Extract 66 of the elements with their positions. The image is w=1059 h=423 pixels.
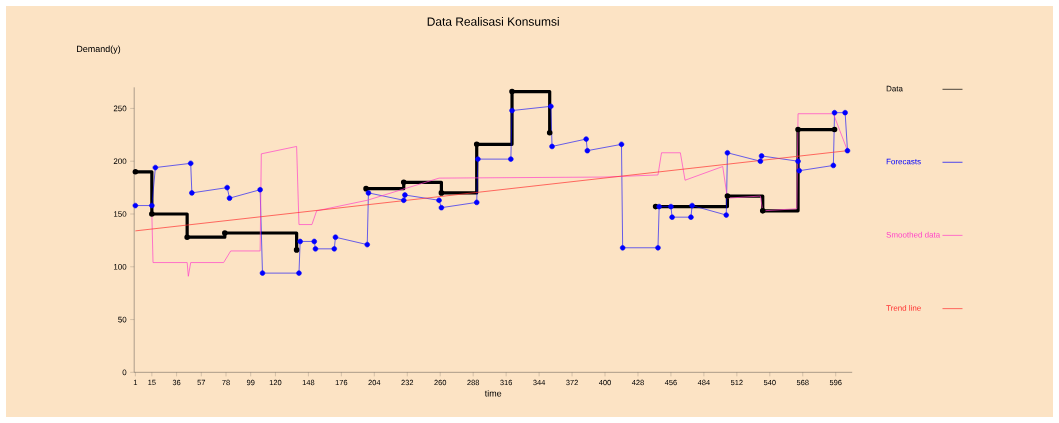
x-axis-title: time xyxy=(484,389,502,397)
point xyxy=(474,199,480,206)
point xyxy=(296,270,302,276)
point xyxy=(618,141,625,148)
point xyxy=(796,168,802,174)
point xyxy=(224,184,230,191)
point xyxy=(438,190,445,196)
point xyxy=(508,156,514,162)
point xyxy=(724,193,731,199)
point xyxy=(759,208,766,214)
point xyxy=(149,211,155,217)
y-axis-title: Demand(y) xyxy=(77,45,121,54)
point xyxy=(187,160,194,167)
point xyxy=(509,88,515,95)
point xyxy=(549,143,555,150)
point xyxy=(652,203,659,210)
point xyxy=(844,147,851,154)
point xyxy=(475,156,481,162)
point xyxy=(438,204,445,211)
point xyxy=(132,202,139,209)
point xyxy=(331,246,337,252)
point xyxy=(259,270,266,276)
point xyxy=(830,162,837,169)
point xyxy=(546,129,553,136)
point xyxy=(184,234,190,241)
point xyxy=(584,147,591,154)
point xyxy=(149,202,155,209)
point xyxy=(656,203,662,210)
point xyxy=(297,238,303,245)
point xyxy=(332,234,339,240)
point xyxy=(757,158,764,164)
point xyxy=(402,192,408,198)
point xyxy=(619,245,626,251)
point xyxy=(365,190,372,196)
point xyxy=(312,246,319,252)
point xyxy=(436,197,442,203)
point xyxy=(473,141,480,148)
point xyxy=(724,150,731,156)
point xyxy=(509,107,515,114)
point xyxy=(401,197,407,203)
point xyxy=(132,168,139,175)
point xyxy=(293,247,300,253)
point xyxy=(831,126,838,133)
point xyxy=(364,241,370,248)
point xyxy=(795,126,801,133)
point xyxy=(400,179,407,186)
point xyxy=(363,185,369,192)
point xyxy=(689,202,695,209)
point xyxy=(189,190,195,196)
point xyxy=(669,214,675,220)
point xyxy=(655,245,661,251)
point xyxy=(548,103,554,110)
point xyxy=(831,109,838,116)
chart-title: Data Realisasi Konsumsi xyxy=(427,17,559,26)
point xyxy=(226,195,233,201)
point xyxy=(311,238,317,245)
point xyxy=(758,153,765,159)
point xyxy=(222,230,228,236)
point xyxy=(795,158,801,164)
point xyxy=(688,214,694,220)
point xyxy=(257,187,263,193)
point xyxy=(583,136,589,142)
point xyxy=(668,203,674,210)
point xyxy=(152,164,159,171)
point xyxy=(723,212,729,218)
point xyxy=(842,109,848,116)
